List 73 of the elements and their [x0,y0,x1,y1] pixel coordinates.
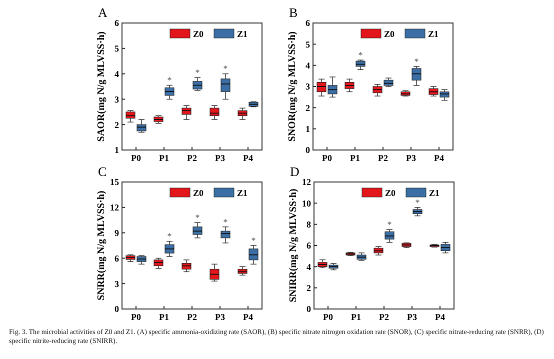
y-tick-label: 3 [114,278,120,289]
x-tick-label: P4 [243,312,254,322]
y-tick-label: 4 [306,262,312,272]
x-tick-label: P0 [323,312,334,322]
y-tick-label: 6 [306,18,310,28]
y-tick-label: 15 [110,177,120,188]
x-tick-label: P3 [215,312,226,322]
y-tick-label: 5 [114,44,120,54]
legend-label: Z1 [429,188,440,198]
x-tick-label: P1 [159,312,170,322]
x-tick-label: P4 [435,312,446,322]
x-tick-label: P2 [379,312,390,322]
x-tick-label: P1 [159,153,170,163]
x-tick-label: P3 [406,153,416,163]
annotation: * [195,212,200,223]
chart-title: B [289,5,298,20]
x-tick-label: P3 [407,312,418,322]
legend-label: Z0 [384,29,396,39]
y-tick-label: 1 [306,124,310,134]
y-tick-label: 6 [306,240,312,251]
y-tick-label: 0 [306,145,310,156]
x-tick-label: P2 [187,153,198,163]
x-tick-label: P0 [131,153,142,163]
x-tick-label: P4 [434,153,444,163]
annotation: * [195,68,200,78]
annotation: * [223,216,228,227]
y-tick-label: 1 [114,145,120,156]
y-tick-label: 8 [306,219,312,230]
y-tick-label: 6 [114,253,120,264]
y-tick-label: 4 [114,68,120,79]
chart-title: C [98,164,107,179]
annotation: * [358,50,364,60]
y-axis-title: SNOR(mg N/g MLVSS·h) [287,31,298,142]
y-tick-label: 12 [302,177,312,188]
x-tick-label: P2 [187,312,198,322]
y-axis-title: SAOR(mg N/g MLVSS·h) [96,31,107,142]
annotation: * [387,220,392,230]
legend-label: Z0 [193,188,204,198]
y-tick-label: 0 [114,304,120,314]
y-tick-label: 9 [114,228,120,238]
x-tick-label: P1 [350,153,360,163]
annotation: * [167,231,172,242]
annotation: * [167,75,172,86]
y-tick-label: 2 [114,120,120,130]
legend-label: Z0 [193,29,204,39]
y-axis-title: SNRR(mg N/g MLVSS·h) [96,190,107,300]
y-tick-label: 12 [110,202,120,213]
legend-label: Z1 [237,188,248,198]
legend-label: Z1 [428,29,440,39]
y-tick-label: 4 [306,60,310,70]
x-tick-label: P1 [351,312,362,322]
annotation: * [414,56,420,66]
y-tick-label: 3 [306,82,310,92]
legend-label: Z0 [385,188,396,198]
y-tick-label: 10 [302,198,312,208]
y-tick-label: 3 [114,94,120,104]
y-tick-label: 0 [306,304,312,314]
x-tick-label: P2 [378,153,388,163]
y-tick-label: 2 [306,102,310,113]
chart-title: D [290,164,300,179]
annotation: * [251,235,256,246]
legend-label: Z1 [237,29,248,39]
y-axis-title: SNIRR(mg N/g MLVSS·h) [288,188,299,302]
chart-title: A [98,5,108,20]
x-tick-label: P4 [243,153,254,163]
annotation: * [415,197,420,208]
annotation: * [223,64,228,74]
x-tick-label: P0 [322,153,332,163]
y-tick-label: 5 [306,39,310,50]
x-tick-label: P0 [131,312,142,322]
y-tick-label: 6 [114,18,120,28]
y-tick-label: 2 [306,282,312,293]
x-tick-label: P3 [215,153,226,163]
